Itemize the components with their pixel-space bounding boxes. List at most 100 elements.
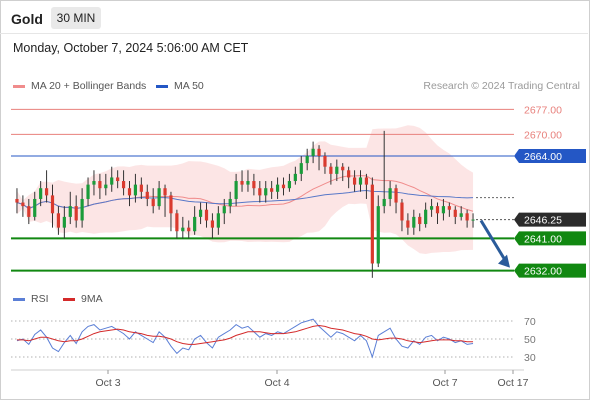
candle-body [139, 184, 143, 192]
candle-body [92, 181, 96, 185]
level-label-2677.00: 2677.00 [524, 104, 562, 116]
candle-body [86, 184, 90, 199]
candle-body [127, 188, 132, 196]
candle-body [435, 206, 440, 214]
candle-body [175, 213, 179, 232]
candle-body [193, 216, 197, 232]
timeframe-button[interactable]: 30 MIN [51, 7, 101, 29]
ma9-swatch-icon [63, 297, 75, 301]
candle-body [116, 177, 120, 182]
candle-body [293, 173, 297, 182]
candle-body [270, 188, 274, 192]
candle-body [281, 184, 286, 189]
candle-body [358, 177, 363, 185]
level-tag-2646.25 [514, 212, 586, 227]
level-label-2646.25: 2646.25 [524, 215, 562, 227]
level-tag-2632.00 [514, 263, 586, 278]
legend-9ma: 9MA [63, 293, 103, 305]
candle-body [15, 198, 19, 203]
candle-body [204, 209, 209, 221]
candle-body [311, 148, 315, 156]
candle-body [275, 184, 280, 192]
candle-body [33, 198, 37, 217]
candle-body [471, 219, 475, 221]
candle-body [447, 206, 451, 210]
level-label-2664.00: 2664.00 [524, 151, 562, 163]
candle-body [68, 206, 72, 217]
candle-body [347, 170, 351, 178]
candle-body [424, 209, 428, 225]
rsi-series-RSI [16, 318, 474, 359]
candle-body [98, 181, 102, 189]
x-tick-label: Oct 7 [432, 377, 457, 389]
level-label-2632.00: 2632.00 [524, 266, 562, 278]
candle-body [187, 227, 191, 232]
candle-body [133, 184, 138, 196]
credit-text: Research © 2024 Trading Central [423, 80, 580, 92]
x-tick-label: Oct 3 [95, 377, 120, 389]
bollinger-band [16, 125, 474, 255]
candle-body [181, 227, 185, 232]
candle-body [388, 188, 392, 199]
rsi-series-9MA [16, 324, 474, 345]
rsi-tick-30: 30 [524, 352, 536, 364]
ma50-swatch-icon [156, 84, 168, 88]
legend-rsi-label: RSI [31, 293, 49, 305]
level-tag-2664.00 [514, 148, 586, 163]
x-tick-label: Oct 4 [264, 377, 289, 389]
candle-body [145, 191, 149, 199]
candle-body [151, 198, 155, 207]
candle-body [74, 206, 78, 221]
candle-body [264, 188, 268, 196]
candle-body [370, 184, 374, 264]
header-divider [0, 33, 588, 34]
symbol-title: Gold [11, 11, 43, 27]
candle-body [412, 216, 416, 228]
candle-body [394, 188, 398, 203]
level-label-2641.00: 2641.00 [524, 233, 562, 245]
candle-body [287, 181, 292, 189]
x-tick-label: Oct 17 [498, 377, 529, 389]
forecast-arrow-shaft [479, 219, 508, 263]
candle-body [299, 163, 303, 174]
candle-body [418, 216, 422, 225]
candle-body [44, 188, 49, 196]
candle-body [56, 213, 61, 228]
candle-body [240, 181, 244, 185]
timestamp: Monday, October 7, 2024 5:06:00 AM CET [13, 41, 249, 55]
candle-body [21, 202, 25, 207]
candle-body [169, 195, 173, 214]
candle-body [429, 206, 434, 210]
candle-body [121, 181, 126, 189]
candle-body [222, 206, 226, 214]
candle-body [80, 198, 84, 221]
candle-body [317, 148, 321, 156]
candle-body [258, 188, 262, 196]
legend-rsi: RSI [13, 293, 49, 305]
candle-body [234, 181, 238, 199]
candle-body [305, 155, 309, 164]
candle-body [453, 209, 457, 217]
level-label-2670.00: 2670.00 [524, 129, 562, 141]
ma20-swatch-icon [13, 84, 25, 88]
legend-ma20-label: MA 20 + Bollinger Bands [31, 80, 147, 92]
candle-body [406, 220, 410, 228]
legend-ma20: MA 20 + Bollinger Bands [13, 80, 146, 92]
rsi-swatch-icon [13, 297, 25, 301]
candle-body [198, 209, 203, 217]
candle-body [465, 213, 469, 221]
candle-body [364, 177, 369, 185]
legend-ma50: MA 50 [156, 80, 204, 92]
rsi-tick-70: 70 [524, 316, 536, 328]
candle-body [50, 195, 55, 214]
candle-body [441, 206, 446, 214]
candle-body [210, 220, 215, 228]
candle-body [62, 216, 66, 228]
candle-body [459, 213, 463, 217]
candle-body [323, 155, 327, 167]
candle-body [157, 188, 161, 207]
level-tag-2641.00 [514, 231, 586, 246]
candle-body [376, 206, 380, 264]
candle-body [27, 206, 31, 217]
